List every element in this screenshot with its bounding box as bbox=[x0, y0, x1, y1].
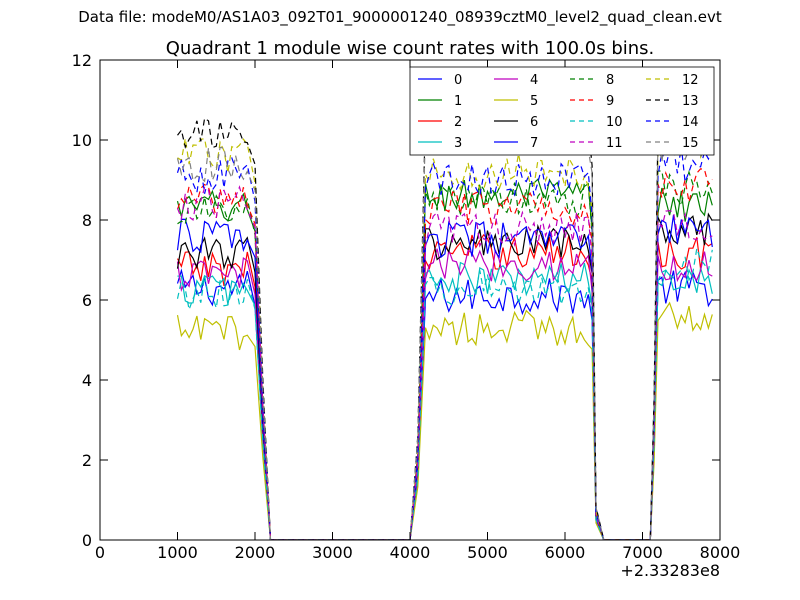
y-tick-label: 2 bbox=[82, 451, 92, 470]
legend-label-1: 1 bbox=[454, 94, 462, 109]
x-tick-label: 5000 bbox=[467, 543, 508, 562]
legend-label-0: 0 bbox=[454, 73, 462, 88]
legend-box bbox=[409, 66, 715, 156]
y-tick-label: 0 bbox=[82, 531, 92, 550]
legend-label-7: 7 bbox=[530, 136, 538, 151]
series-line-10 bbox=[176, 248, 713, 540]
y-tick-label: 4 bbox=[82, 371, 92, 390]
x-tick-label: 3000 bbox=[312, 543, 353, 562]
legend-label-11: 11 bbox=[606, 136, 623, 151]
x-tick-label: 1000 bbox=[157, 543, 198, 562]
x-tick-label: 0 bbox=[95, 543, 105, 562]
y-tick-label: 10 bbox=[72, 131, 92, 150]
chart-title: Quadrant 1 module wise count rates with … bbox=[166, 38, 655, 59]
legend-label-15: 15 bbox=[682, 136, 699, 151]
x-tick-label: 4000 bbox=[390, 543, 431, 562]
plot-area bbox=[176, 105, 713, 540]
x-tick-label: 8000 bbox=[700, 543, 741, 562]
legend-label-9: 9 bbox=[606, 94, 614, 109]
y-tick-label: 6 bbox=[82, 291, 92, 310]
legend-label-4: 4 bbox=[530, 73, 538, 88]
legend-label-12: 12 bbox=[682, 73, 699, 88]
x-tick-label: 2000 bbox=[235, 543, 276, 562]
legend-label-14: 14 bbox=[682, 115, 699, 130]
legend-label-6: 6 bbox=[530, 115, 538, 130]
axis-ticks: 0 1000 2000 3000 4000 5000 6000 7000 80000246810… bbox=[72, 51, 741, 562]
y-tick-label: 12 bbox=[72, 51, 92, 70]
legend-label-10: 10 bbox=[606, 115, 623, 130]
y-tick-label: 8 bbox=[82, 211, 92, 230]
legend-label-2: 2 bbox=[454, 115, 462, 130]
x-tick-label: 6000 bbox=[545, 543, 586, 562]
legend-label-3: 3 bbox=[454, 136, 462, 151]
data-file-title: Data file: modeM0/AS1A03_092T01_90000012… bbox=[78, 8, 722, 26]
x-tick-label: 7000 bbox=[622, 543, 663, 562]
legend-label-5: 5 bbox=[530, 94, 538, 109]
series-line-7 bbox=[176, 214, 713, 540]
x-axis-offset-label: +2.33283e8 bbox=[620, 561, 720, 580]
series-line-5 bbox=[176, 301, 713, 540]
series-line-14 bbox=[176, 146, 713, 540]
legend-label-13: 13 bbox=[682, 94, 699, 109]
legend-label-8: 8 bbox=[606, 73, 614, 88]
